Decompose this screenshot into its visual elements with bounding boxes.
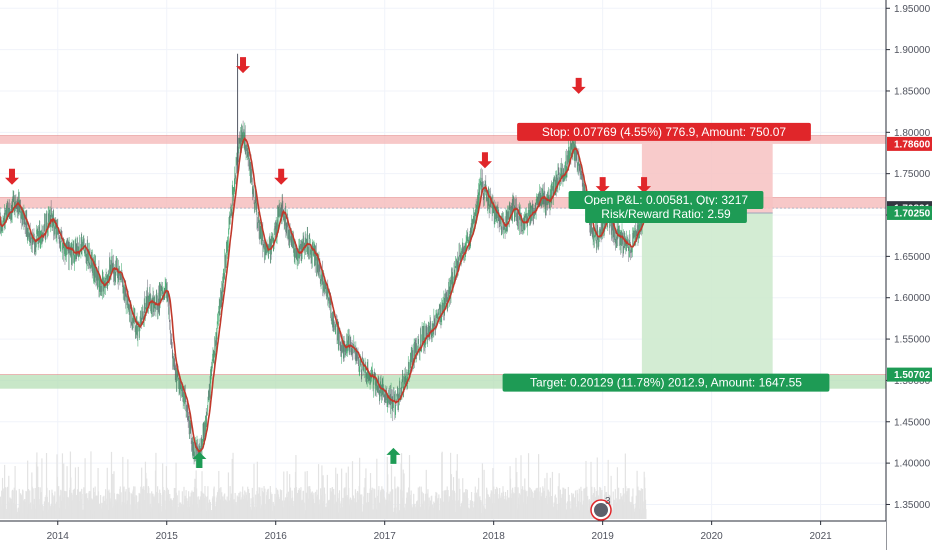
arrow-up-icon[interactable] <box>386 447 401 464</box>
stop-label-text: Stop: 0.07769 (4.55%) 776.9, Amount: 750… <box>542 125 787 139</box>
price-tick-label: 1.65000 <box>894 252 931 263</box>
target-label-bg <box>502 373 830 392</box>
logo-icon <box>594 503 608 517</box>
price-tick-label: 1.90000 <box>894 45 931 56</box>
price-axis[interactable]: 1.950001.900001.850001.800001.750001.700… <box>885 0 932 550</box>
risk-reward-label-bg <box>585 204 747 223</box>
price-tick-label: 1.55000 <box>894 335 931 346</box>
time-tick-label: 2021 <box>809 531 832 542</box>
time-tick-label: 2019 <box>592 531 615 542</box>
price-badge[interactable] <box>887 367 932 382</box>
price-badge-label: 1.50702 <box>894 370 931 381</box>
price-tick-label: 1.35000 <box>894 500 931 511</box>
signal-arrows[interactable] <box>4 57 652 468</box>
open-pnl-label[interactable]: Open P&L: 0.00581, Qty: 3217 <box>568 190 764 209</box>
risk-reward-label-text: Risk/Reward Ratio: 2.59 <box>601 207 731 221</box>
time-tick-label: 2015 <box>156 531 179 542</box>
price-badge-label: 1.70250 <box>894 208 931 219</box>
moving-average <box>0 136 647 453</box>
stop-label-bg <box>517 122 811 141</box>
price-badge-label: 1.78600 <box>894 139 931 150</box>
risk-reward-label[interactable]: Risk/Reward Ratio: 2.59 <box>585 204 747 223</box>
logo-count: 3 <box>605 496 611 507</box>
zone-rect[interactable] <box>0 197 886 209</box>
open-pnl-label-text: Open P&L: 0.00581, Qty: 3217 <box>584 193 748 207</box>
time-axis[interactable]: 2014 2015 2016 2017 2018 2019 2020 2021 <box>0 520 886 550</box>
tv-logo[interactable]: 3 <box>590 496 612 521</box>
arrow-down-icon[interactable] <box>4 168 19 185</box>
zone-rect[interactable] <box>0 135 886 144</box>
time-tick-label: 2014 <box>47 531 70 542</box>
position-tool[interactable] <box>641 143 773 375</box>
time-axis-bg <box>0 521 886 550</box>
price-tick-label: 1.85000 <box>894 86 931 97</box>
arrow-down-icon[interactable] <box>236 57 251 74</box>
price-axis-bg <box>886 0 932 550</box>
target-zone[interactable] <box>641 212 773 375</box>
open-pnl-label-bg <box>568 190 764 209</box>
time-tick-label: 2020 <box>701 531 724 542</box>
stop-label[interactable]: Stop: 0.07769 (4.55%) 776.9, Amount: 750… <box>517 122 811 141</box>
price-badge[interactable] <box>887 136 932 151</box>
price-tick-label: 1.60000 <box>894 293 931 304</box>
time-tick-label: 2017 <box>374 531 397 542</box>
price-badge[interactable] <box>887 205 932 220</box>
arrow-down-icon[interactable] <box>637 177 652 194</box>
arrow-down-icon[interactable] <box>274 168 289 185</box>
position-labels[interactable]: Stop: 0.07769 (4.55%) 776.9, Amount: 750… <box>502 122 830 392</box>
arrow-down-icon[interactable] <box>477 152 492 169</box>
price-tick-label: 1.40000 <box>894 459 931 470</box>
target-label-text: Target: 0.20129 (11.78%) 2012.9, Amount:… <box>530 376 802 390</box>
arrow-up-icon[interactable] <box>192 451 207 468</box>
price-tick-label: 1.95000 <box>894 4 931 15</box>
price-tick-label: 1.80000 <box>894 128 931 139</box>
arrow-down-icon[interactable] <box>595 177 610 194</box>
time-tick-label: 2018 <box>483 531 506 542</box>
target-label[interactable]: Target: 0.20129 (11.78%) 2012.9, Amount:… <box>502 373 830 392</box>
price-tick-label: 1.45000 <box>894 417 931 428</box>
arrow-down-icon[interactable] <box>571 77 586 94</box>
time-tick-label: 2016 <box>265 531 288 542</box>
price-tick-label: 1.75000 <box>894 169 931 180</box>
ma-line <box>0 136 647 453</box>
